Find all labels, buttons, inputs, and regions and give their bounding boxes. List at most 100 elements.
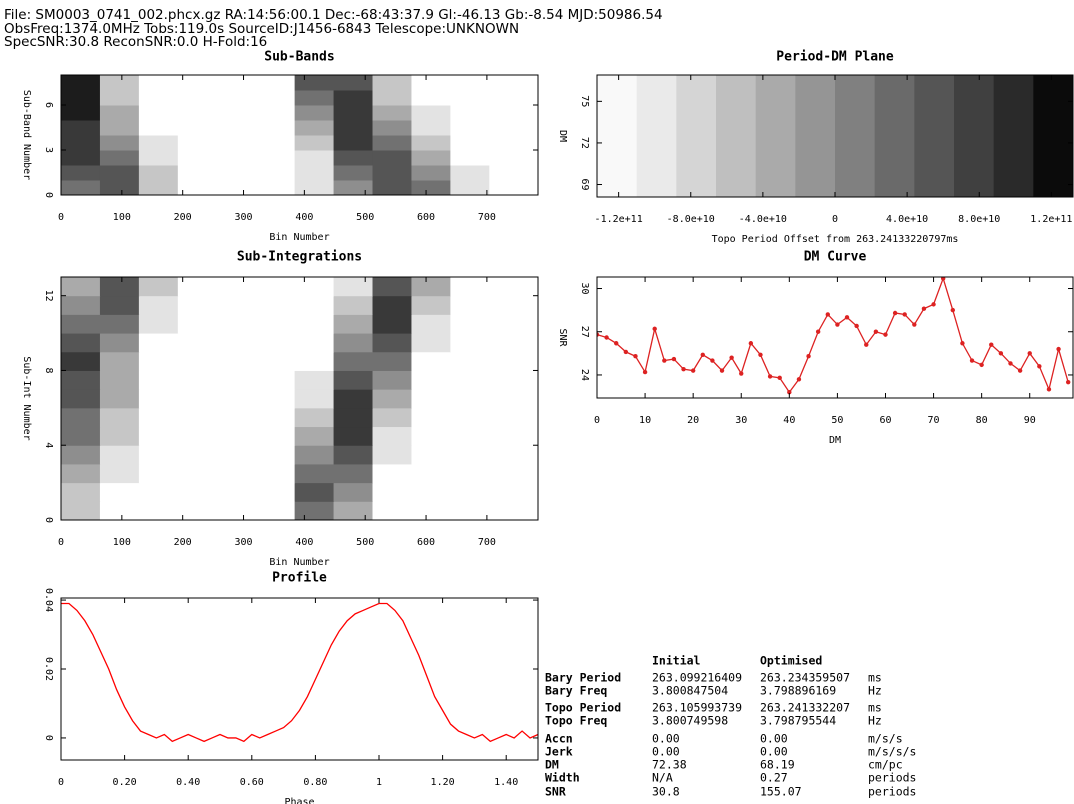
heat-cell	[333, 370, 374, 390]
heat-cell	[255, 90, 296, 106]
heat-cell	[294, 277, 335, 297]
heat-cell	[411, 105, 451, 121]
row-label: Bary Freq	[545, 684, 607, 698]
heat-cell	[489, 463, 529, 484]
x-tick-label: 0.60	[240, 777, 264, 788]
heat-cell	[372, 135, 412, 151]
heat-cell	[177, 314, 218, 334]
heat-cell	[99, 150, 140, 166]
heat-cell	[294, 180, 335, 195]
table-header: Optimised	[760, 654, 822, 668]
data-point	[1008, 361, 1013, 366]
row-label: Width	[545, 771, 580, 785]
x-axis-label: DM	[829, 435, 841, 446]
x-tick-label: 200	[174, 537, 192, 548]
data-point	[758, 352, 763, 357]
heat-cell	[755, 75, 796, 197]
heat-cell	[294, 333, 335, 353]
row-label: Bary Period	[545, 671, 621, 685]
plot-area	[597, 277, 1071, 395]
heat-cell	[138, 351, 179, 371]
heat-cell	[138, 180, 179, 195]
heat-cell	[216, 277, 257, 297]
heat-cell	[372, 150, 412, 166]
table-cell: ms	[868, 701, 882, 715]
heat-cell	[489, 482, 529, 502]
x-tick-label: 0	[58, 537, 64, 548]
heat-cell	[216, 314, 257, 334]
heat-cell	[177, 150, 218, 166]
heat-cell	[450, 389, 490, 409]
heat-cell	[450, 120, 490, 136]
heat-cell	[716, 75, 757, 197]
heat-cell	[294, 295, 335, 315]
heat-cell	[411, 389, 451, 409]
heat-cell	[61, 120, 101, 136]
heat-cell	[993, 75, 1034, 197]
x-tick-label: 100	[113, 212, 131, 223]
heat-cell	[333, 135, 374, 151]
x-tick-label: 300	[234, 537, 252, 548]
heat-cell	[333, 351, 374, 371]
x-tick-label: 70	[928, 415, 940, 426]
heat-cell	[216, 105, 257, 121]
heat-cell	[411, 135, 451, 151]
table-cell: 68.19	[760, 758, 795, 772]
heat-cell	[61, 463, 101, 484]
x-tick-label: 100	[113, 537, 131, 548]
heat-cell	[411, 277, 451, 297]
heat-cell	[255, 370, 296, 390]
x-tick-label: 20	[687, 415, 699, 426]
heat-cell	[177, 180, 218, 195]
chart-title: Sub-Integrations	[237, 250, 362, 265]
heat-cell	[372, 333, 412, 353]
y-tick-label: 69	[579, 178, 590, 190]
heat-cell	[333, 482, 374, 502]
heat-cell	[450, 90, 490, 106]
data-point	[604, 335, 609, 340]
heat-cell	[138, 501, 179, 520]
heat-cell	[333, 180, 374, 195]
heat-cell	[138, 295, 179, 315]
heat-cell	[411, 333, 451, 353]
x-axis-label: Bin Number	[269, 232, 329, 243]
heat-cell	[177, 482, 218, 502]
x-tick-label: 600	[417, 537, 435, 548]
heat-cell	[411, 463, 451, 484]
plot-area	[61, 277, 529, 520]
data-point	[969, 358, 975, 363]
y-tick-label: 3	[43, 147, 54, 153]
heat-cell	[61, 426, 101, 446]
data-point	[787, 390, 792, 395]
heat-cell	[216, 351, 257, 371]
heat-cell	[411, 120, 451, 136]
row-label: Topo Period	[545, 701, 621, 715]
heat-cell	[489, 277, 529, 297]
heat-cell	[255, 445, 296, 465]
heat-cell	[450, 463, 490, 484]
x-tick-label: 600	[417, 212, 435, 223]
y-tick-label: 24	[579, 369, 590, 381]
heat-cell	[372, 426, 412, 446]
heat-cell	[177, 135, 218, 151]
heat-cell	[216, 445, 257, 465]
heat-cell	[489, 407, 529, 428]
y-axis-label: SNR	[557, 328, 568, 347]
chart-title: Profile	[272, 571, 327, 586]
heat-cell	[177, 426, 218, 446]
heat-cell	[216, 370, 257, 390]
heat-cell	[450, 445, 490, 465]
heat-cell	[138, 314, 179, 334]
row-label: SNR	[545, 785, 566, 799]
heat-cell	[61, 482, 101, 502]
heat-cell	[61, 90, 101, 106]
x-tick-label: 10	[639, 415, 651, 426]
heat-cell	[255, 407, 296, 428]
y-tick-label: 8	[43, 367, 54, 373]
table-cell: 3.800749598	[652, 714, 728, 728]
table-cell: periods	[868, 771, 916, 785]
heat-cell	[489, 445, 529, 465]
header-line: SpecSNR:30.8 ReconSNR:0.0 H-Fold:16	[4, 34, 267, 50]
heat-cell	[372, 90, 412, 106]
heat-cell	[61, 135, 101, 151]
